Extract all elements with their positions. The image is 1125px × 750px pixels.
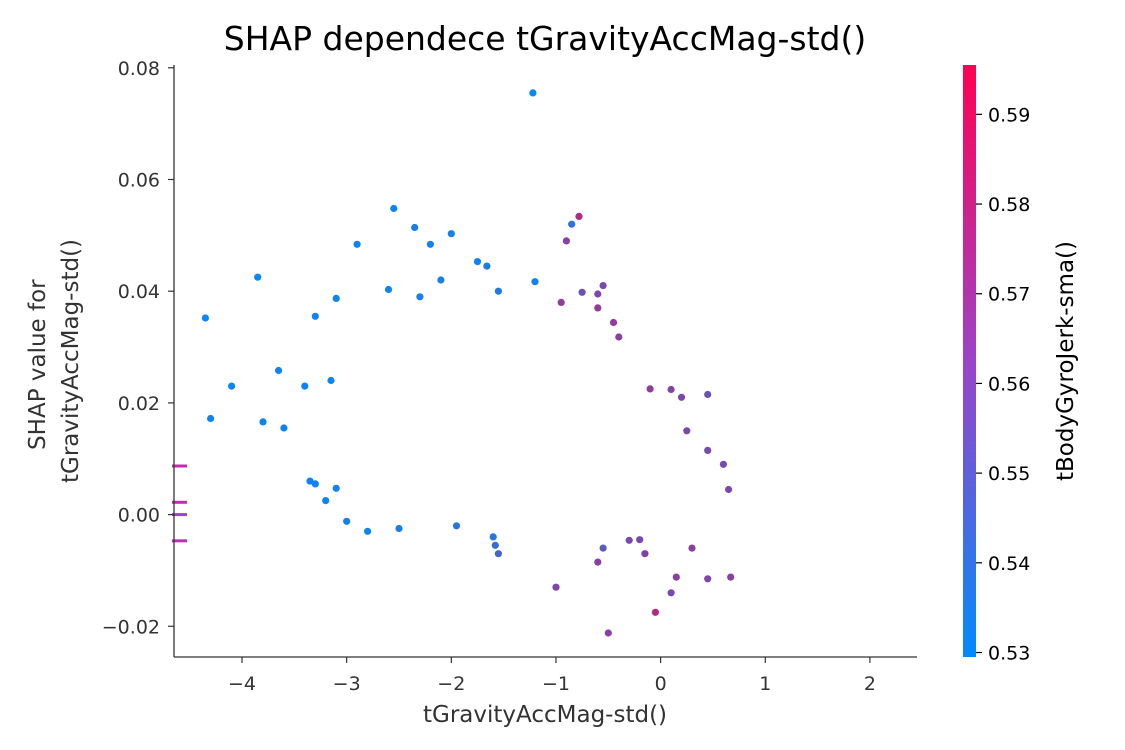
scatter-point	[332, 294, 340, 302]
scatter-point	[594, 558, 602, 566]
y-axis-label-line-1: SHAP value for	[25, 279, 51, 450]
scatter-point	[557, 298, 565, 306]
scatter-point	[483, 262, 491, 270]
scatter-point	[489, 533, 497, 541]
scatter-point	[575, 212, 583, 220]
y-tick-label: 0.02	[118, 393, 160, 415]
scatter-point	[651, 608, 660, 616]
scatter-point	[452, 522, 461, 530]
y-tick-label: 0.04	[118, 281, 160, 303]
scatter-point	[228, 382, 236, 390]
x-ticks: −4 −3 −2 −1 0 1 2	[228, 657, 876, 695]
colorbar-tick-label: 0.54	[988, 553, 1030, 575]
scatter-point	[599, 544, 607, 552]
scatter-point	[688, 544, 696, 552]
scatter-point	[636, 536, 644, 544]
y-axis-label-line-2: tGravityAccMag-std()	[58, 239, 84, 483]
scatter-point	[322, 497, 330, 505]
scatter-point	[594, 290, 602, 298]
x-tick-label: −4	[228, 673, 256, 695]
scatter-point	[447, 230, 455, 238]
y-axis-label: SHAP value for tGravityAccMag-std()	[25, 239, 84, 483]
scatter-point	[683, 427, 691, 435]
scatter-point	[599, 282, 607, 290]
scatter-point	[604, 629, 612, 637]
colorbar-ticks: 0.53 0.54 0.55 0.56 0.57 0.58 0.59	[976, 104, 1030, 665]
scatter-point	[568, 220, 576, 228]
scatter-point	[667, 385, 675, 394]
scatter-point	[306, 477, 314, 485]
scatter-point	[416, 293, 424, 301]
scatter-point	[311, 480, 319, 488]
scatter-point	[609, 318, 618, 327]
colorbar-tick-label: 0.53	[988, 643, 1030, 665]
scatter-point	[725, 485, 733, 494]
x-tick-label: −2	[437, 673, 465, 695]
x-tick-label: −3	[333, 673, 361, 695]
scatter-point	[719, 460, 728, 468]
x-tick-label: 1	[759, 673, 771, 695]
scatter-point	[259, 418, 267, 426]
scatter-point	[594, 304, 602, 312]
scatter-point	[207, 414, 215, 423]
scatter-point	[494, 287, 502, 295]
scatter-point	[280, 424, 288, 432]
colorbar-tick-label: 0.55	[988, 463, 1030, 485]
scatter-point	[332, 484, 340, 492]
plot-area	[172, 89, 735, 637]
scatter-point	[615, 333, 623, 341]
scatter-point	[384, 285, 393, 294]
y-ticks: −0.02 0.00 0.02 0.04 0.06 0.08	[102, 58, 174, 638]
scatter-point	[390, 204, 398, 213]
scatter-point	[395, 524, 403, 533]
scatter-point	[578, 288, 586, 296]
scatter-point	[646, 385, 654, 393]
scatter-point	[426, 240, 434, 248]
x-axis-label: tGravityAccMag-std()	[423, 702, 667, 728]
scatter-point	[552, 583, 560, 591]
y-tick-label: 0.06	[118, 169, 160, 191]
scatter-point	[201, 314, 209, 322]
y-tick-label: −0.02	[102, 616, 160, 638]
colorbar-tick-label: 0.56	[988, 373, 1030, 395]
scatter-point	[529, 89, 537, 97]
scatter-point	[254, 273, 262, 281]
chart-title: SHAP dependece tGravityAccMag-std()	[224, 19, 866, 58]
scatter-point	[677, 393, 686, 401]
scatter-point	[353, 240, 361, 248]
scatter-point	[704, 390, 712, 399]
scatter-point	[672, 573, 680, 581]
scatter-point	[704, 575, 712, 583]
colorbar-tick-label: 0.57	[988, 284, 1030, 306]
scatter-point	[301, 382, 309, 390]
x-tick-label: 0	[655, 673, 667, 695]
scatter-point	[667, 589, 675, 597]
scatter-point	[494, 550, 502, 558]
scatter-point	[275, 366, 283, 375]
scatter-point	[473, 258, 482, 266]
colorbar	[963, 65, 976, 657]
y-tick-label: 0.08	[118, 58, 160, 80]
scatter-point	[343, 517, 351, 525]
scatter-point	[641, 550, 649, 558]
scatter-point	[531, 278, 539, 286]
scatter-point	[491, 541, 499, 549]
colorbar-tick-label: 0.59	[988, 104, 1030, 126]
scatter-point	[411, 223, 419, 232]
colorbar-label: tBodyGyroJerk-sma()	[1053, 241, 1079, 481]
x-tick-label: −1	[542, 673, 570, 695]
y-tick-label: 0.00	[118, 505, 160, 527]
x-tick-label: 2	[864, 673, 876, 695]
scatter-point	[704, 446, 712, 454]
scatter-point	[327, 376, 335, 385]
colorbar-tick-label: 0.58	[988, 194, 1030, 216]
scatter-point	[562, 237, 571, 245]
scatter-point	[727, 573, 735, 581]
scatter-point	[364, 527, 372, 535]
scatter-point	[437, 276, 445, 284]
scatter-point	[311, 312, 319, 320]
scatter-point	[625, 536, 633, 544]
